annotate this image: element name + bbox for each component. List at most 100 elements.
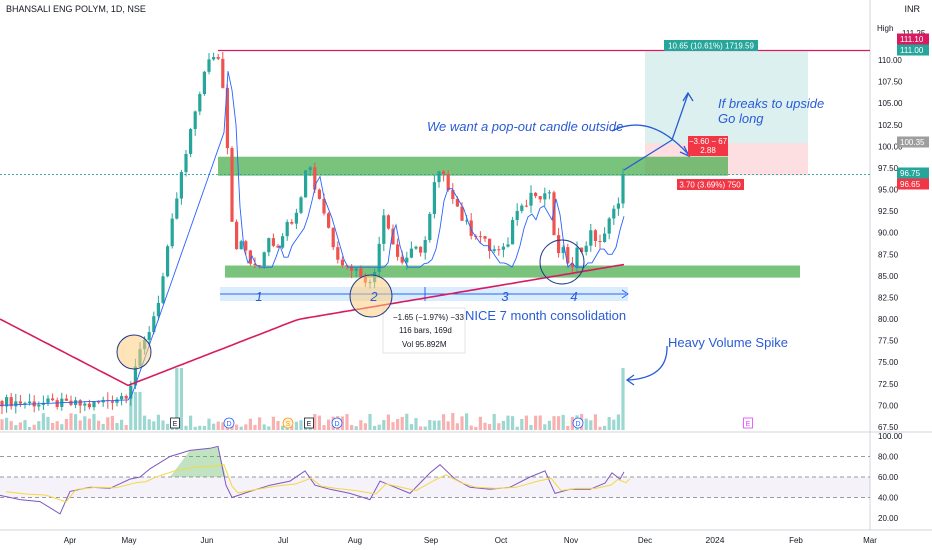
event-letter: D <box>226 421 231 428</box>
volume-bar <box>446 421 450 430</box>
rsi-overbought-fill <box>170 446 226 477</box>
volume-bar <box>350 424 354 430</box>
price-tick: 72.50 <box>878 380 899 389</box>
price-tick: 90.00 <box>878 229 899 238</box>
price-tick: 92.50 <box>878 207 899 216</box>
candle-body <box>414 246 418 249</box>
candle-body <box>248 250 252 264</box>
candle-body <box>299 197 303 213</box>
volume-bar <box>386 414 390 430</box>
volume-bar <box>561 414 565 430</box>
volume-bar <box>396 418 400 430</box>
time-label: Jul <box>278 536 288 545</box>
candle-body <box>538 196 542 200</box>
candle-body <box>166 246 170 277</box>
candle-body <box>534 192 538 197</box>
rsi-tick: 80.00 <box>878 453 899 462</box>
event-e-box <box>304 417 314 429</box>
candle-body <box>575 247 579 268</box>
volume-bar <box>373 425 377 430</box>
highlight-circle-aug <box>349 274 393 318</box>
volume-bar <box>492 413 496 430</box>
candle-body <box>584 245 588 252</box>
volume-bar <box>488 424 492 430</box>
long-target-zone <box>645 51 808 144</box>
rsi-tick: 60.00 <box>878 473 899 482</box>
candle-body <box>5 397 9 407</box>
candle-body <box>189 129 193 154</box>
time-label: 2024 <box>706 535 725 545</box>
candle-body <box>501 246 505 250</box>
volume-bar <box>603 425 607 430</box>
volume-bar <box>543 424 547 430</box>
volume-bar <box>354 426 358 430</box>
volume-bar <box>97 420 101 430</box>
volume-bar <box>419 426 423 430</box>
volume-bar <box>129 392 133 430</box>
candle-body <box>391 228 395 245</box>
event-s-circle <box>282 417 294 429</box>
candle-body <box>133 366 137 386</box>
volume-bar <box>184 425 188 430</box>
candle-body <box>557 235 561 254</box>
candle-body <box>612 208 616 219</box>
volume-bar <box>455 423 459 430</box>
candle-body <box>156 302 160 317</box>
candle-body <box>589 230 593 246</box>
candle-body <box>83 403 87 406</box>
annotation-breakout-line2: Go long <box>718 111 764 126</box>
volume-bar <box>101 423 105 430</box>
volume-bar <box>511 416 515 430</box>
candle-body <box>428 214 432 240</box>
touch-number-1: 1 <box>255 289 262 304</box>
annotation-breakout-line1: If breaks to upside <box>718 96 825 111</box>
volume-bar <box>497 423 501 430</box>
candle-body <box>483 236 487 239</box>
volume-bar <box>253 424 257 430</box>
candle-body <box>23 403 27 405</box>
breakout-arrow <box>623 93 689 171</box>
candle-body <box>9 397 13 407</box>
candle-body <box>253 263 257 266</box>
candle-body <box>92 401 96 408</box>
volume-bar <box>161 420 165 430</box>
candle-body <box>64 398 68 401</box>
annotation-volume-spike: Heavy Volume Spike <box>668 335 788 350</box>
candle-body <box>147 332 151 340</box>
volume-bar <box>368 413 372 430</box>
candle-body <box>506 244 510 247</box>
time-label: Dec <box>638 536 652 545</box>
price-tag: 111.10 <box>900 35 924 44</box>
short-ma-line <box>0 71 625 406</box>
candle-body <box>460 206 464 221</box>
volume-bar <box>235 424 239 430</box>
event-d-circle <box>331 417 343 429</box>
price-tick: 85.00 <box>878 272 899 281</box>
candle-body <box>281 236 285 248</box>
candle-body <box>267 238 271 253</box>
event-marker-E <box>170 417 180 429</box>
candle-body <box>184 153 188 173</box>
volume-bar <box>607 417 611 430</box>
event-letter: E <box>307 421 312 428</box>
volume-bar <box>621 368 625 430</box>
volume-bar <box>248 418 252 430</box>
candle-body <box>97 401 101 403</box>
candle-body <box>455 198 459 207</box>
candle-body <box>603 233 607 243</box>
price-tag-bg <box>897 44 929 56</box>
candle-body <box>423 239 427 253</box>
candle-body <box>432 182 436 215</box>
volume-bar <box>414 418 418 430</box>
support-zone <box>225 265 800 278</box>
volume-bar <box>212 423 216 430</box>
candle-body <box>308 167 312 171</box>
event-e-box <box>170 417 180 429</box>
rsi-signal-line <box>5 464 631 503</box>
volume-bar <box>120 419 124 430</box>
candle-body <box>258 265 262 267</box>
volume-bar <box>189 415 193 430</box>
event-d-circle <box>223 417 235 429</box>
volume-bar <box>483 422 487 430</box>
